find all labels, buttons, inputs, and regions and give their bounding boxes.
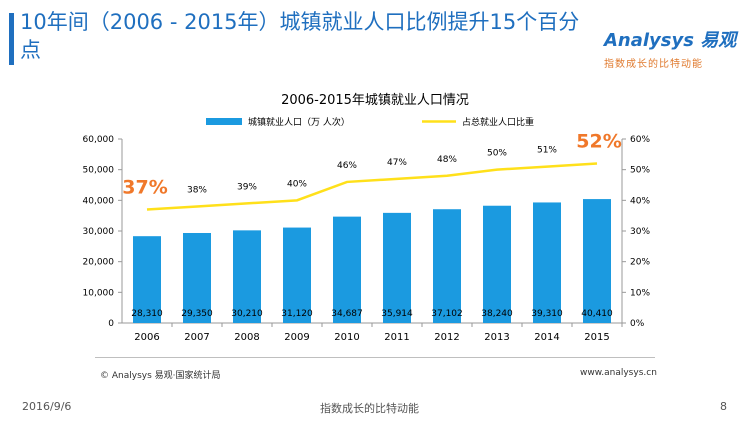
y-tick-label-left: 50,000: [83, 166, 115, 176]
chart-title: 2006-2015年城镇就业人口情况: [281, 93, 469, 108]
line-value-label-highlight: 37%: [122, 177, 167, 199]
x-tick-label: 2006: [134, 332, 159, 343]
bar: [383, 212, 411, 323]
bar: [133, 236, 161, 323]
y-tick-label-right: 40%: [630, 196, 650, 206]
line-value-label: 47%: [387, 158, 407, 168]
bar: [233, 230, 261, 323]
y-tick-label-left: 0: [108, 319, 114, 329]
x-tick-label: 2014: [534, 332, 559, 343]
bar-value-label: 40,410: [581, 309, 613, 319]
bar: [333, 216, 361, 323]
logo-tagline: 指数成长的比特动能: [604, 59, 703, 70]
line-value-label: 50%: [487, 149, 507, 159]
logo: Analysys 易观 指数成长的比特动能: [604, 26, 744, 70]
x-tick-label: 2010: [334, 332, 359, 343]
legend-label-bars: 城镇就业人口（万 人次）: [248, 116, 350, 128]
line-value-label-highlight: 52%: [576, 131, 621, 153]
bar-value-label: 38,240: [481, 309, 513, 319]
y-tick-label-right: 30%: [630, 227, 650, 237]
x-tick-label: 2009: [284, 332, 309, 343]
legend-label-line: 占总就业人口比重: [462, 116, 534, 128]
y-tick-label-left: 40,000: [83, 196, 115, 206]
series-line: [146, 162, 598, 211]
x-tick-label: 2013: [484, 332, 509, 343]
x-tick-label: 2015: [584, 332, 609, 343]
bar: [533, 202, 561, 323]
line-value-label: 46%: [337, 161, 357, 171]
bar-value-label: 34,687: [331, 309, 363, 319]
y-tick-label-right: 60%: [630, 135, 650, 145]
footer-divider: [95, 357, 655, 358]
bar-value-label: 28,310: [131, 309, 163, 319]
y-tick-label-left: 10,000: [83, 288, 115, 298]
logo-brand: Analysys 易观: [604, 30, 737, 51]
page-number: 8: [720, 400, 727, 413]
title-accent-bar: [9, 13, 14, 65]
bar-value-label: 31,120: [281, 309, 313, 319]
legend-swatch-bars: [206, 118, 242, 125]
bar: [483, 205, 511, 323]
y-tick-label-right: 50%: [630, 166, 650, 176]
slide-title: 10年间（2006 - 2015年）城镇就业人口比例提升15个百分点: [20, 10, 580, 62]
x-tick-label: 2012: [434, 332, 459, 343]
slide-date: 2016/9/6: [22, 400, 72, 413]
bar-value-label: 39,310: [531, 309, 563, 319]
bar-value-label: 30,210: [231, 309, 263, 319]
y-tick-label-right: 0%: [630, 319, 645, 329]
source-url: www.analysys.cn: [580, 368, 657, 378]
x-tick-label: 2008: [234, 332, 259, 343]
bar: [283, 227, 311, 323]
y-tick-label-right: 10%: [630, 288, 650, 298]
y-tick-label-left: 20,000: [83, 258, 115, 268]
line-value-label: 38%: [187, 185, 207, 195]
bar-value-label: 29,350: [181, 309, 213, 319]
x-tick-label: 2007: [184, 332, 209, 343]
line-value-label: 48%: [437, 155, 457, 165]
y-tick-label-left: 60,000: [83, 135, 115, 145]
bar-value-label: 37,102: [431, 309, 463, 319]
bar: [183, 232, 211, 323]
bar-value-label: 35,914: [381, 309, 413, 319]
slide-footer-text: 指数成长的比特动能: [320, 402, 419, 415]
x-tick-label: 2011: [384, 332, 409, 343]
line-value-label: 40%: [287, 179, 307, 189]
line-value-label: 51%: [537, 146, 557, 156]
bar: [583, 199, 611, 323]
y-tick-label-right: 20%: [630, 258, 650, 268]
line-value-label: 39%: [237, 182, 257, 192]
source-note: © Analysys 易观·国家统计局: [100, 371, 221, 381]
bar: [433, 209, 461, 323]
y-tick-label-left: 30,000: [83, 227, 115, 237]
